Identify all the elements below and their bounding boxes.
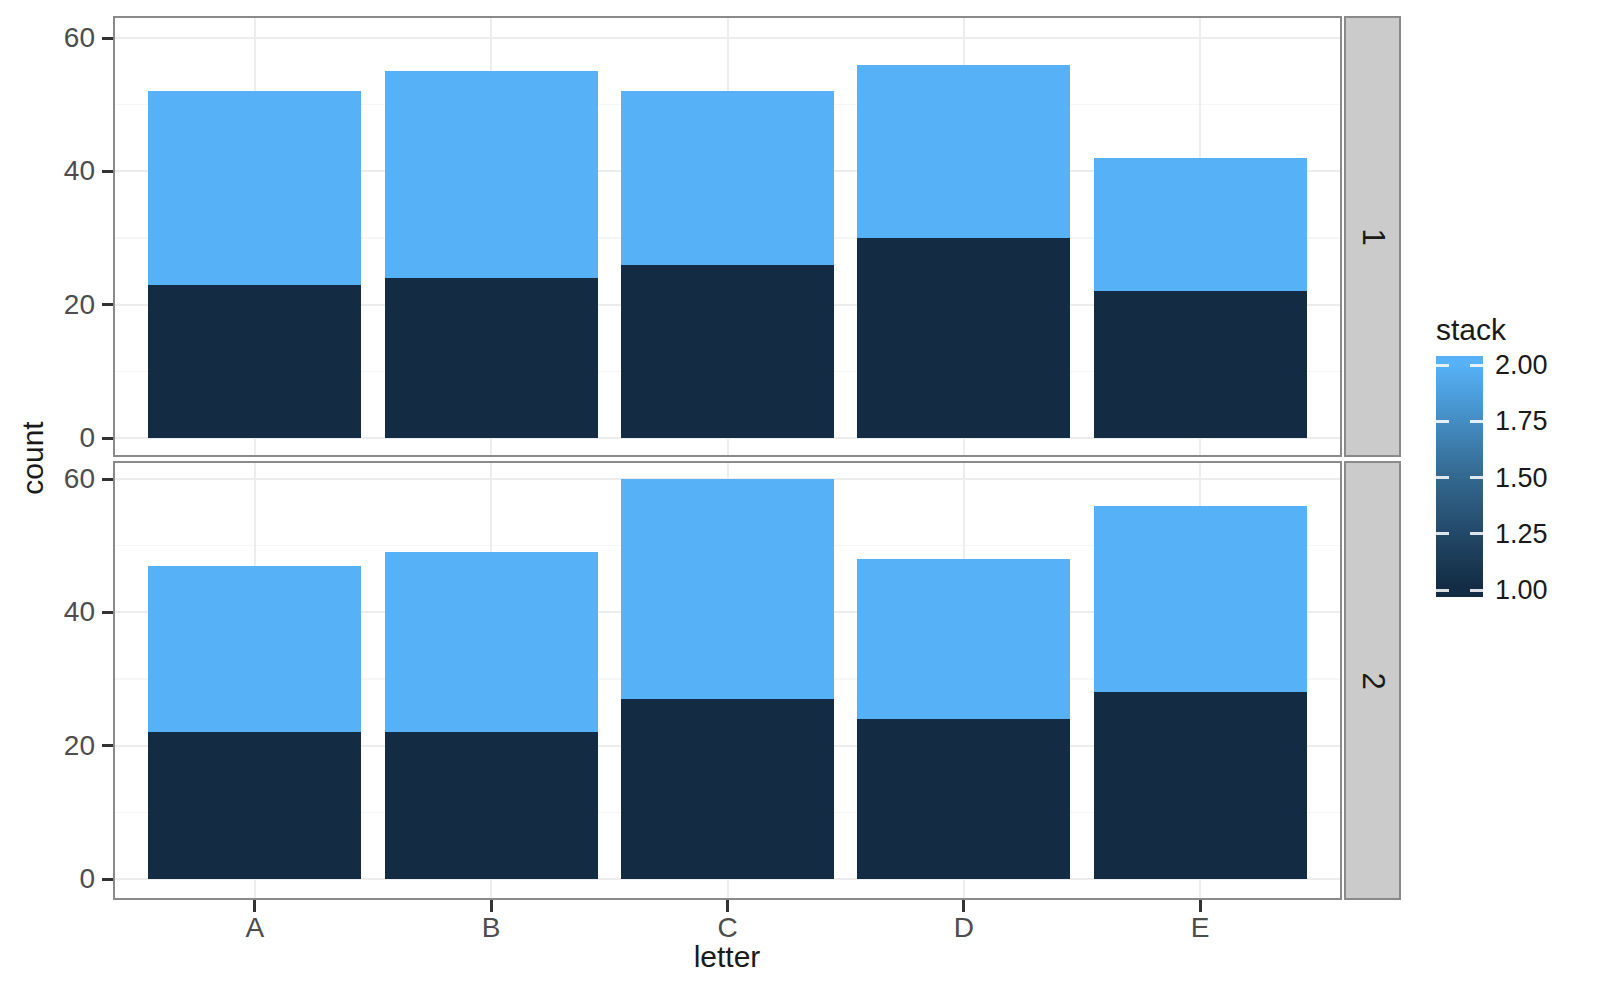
- facet-strip-1: 1: [1344, 16, 1401, 457]
- y-tick-mark: [102, 744, 113, 747]
- y-tick-mark: [102, 878, 113, 881]
- legend-tick-label: 1.25: [1495, 521, 1548, 548]
- legend-colorbar-tick: [1436, 420, 1449, 423]
- y-tick-mark: [102, 170, 113, 173]
- y-tick-label: 60: [25, 24, 95, 52]
- legend-colorbar-gradient: [1436, 356, 1483, 597]
- y-axis-title: count: [16, 388, 50, 528]
- y-tick-mark: [102, 611, 113, 614]
- legend-colorbar-tick: [1436, 589, 1449, 592]
- legend-tick-label: 1.00: [1495, 577, 1548, 604]
- x-tick-label: A: [210, 914, 300, 942]
- x-tick-mark: [726, 900, 729, 912]
- y-tick-label: 0: [25, 865, 95, 893]
- legend-colorbar-tick: [1470, 420, 1483, 423]
- y-tick-mark: [102, 478, 113, 481]
- legend-colorbar-tick: [1436, 532, 1449, 535]
- x-tick-mark: [962, 900, 965, 912]
- y-tick-mark: [102, 437, 113, 440]
- legend-title: stack: [1436, 313, 1506, 347]
- x-tick-mark: [490, 900, 493, 912]
- y-tick-label: 40: [25, 598, 95, 626]
- x-tick-label: E: [1155, 914, 1245, 942]
- y-tick-label: 40: [25, 157, 95, 185]
- y-tick-label: 20: [25, 732, 95, 760]
- facet-strip-2: 2: [1344, 461, 1401, 900]
- legend-tick-label: 1.50: [1495, 465, 1548, 492]
- panel-border-facet2: [113, 461, 1342, 900]
- facet-strip-2-label: 2: [1355, 672, 1391, 689]
- legend-tick-label: 2.00: [1495, 352, 1548, 379]
- legend-colorbar-tick: [1436, 476, 1449, 479]
- facet-strip-1-label: 1: [1355, 228, 1391, 245]
- x-tick-label: C: [683, 914, 773, 942]
- legend-colorbar-tick: [1470, 589, 1483, 592]
- x-tick-label: D: [919, 914, 1009, 942]
- x-tick-mark: [1199, 900, 1202, 912]
- x-tick-mark: [253, 900, 256, 912]
- legend-tick-label: 1.75: [1495, 408, 1548, 435]
- y-tick-mark: [102, 37, 113, 40]
- legend-colorbar-tick: [1470, 364, 1483, 367]
- faceted-stacked-bar-chart: 02040600204060ABCDE count letter 1 2 sta…: [0, 0, 1600, 1000]
- panel-border-facet1: [113, 16, 1342, 457]
- legend-colorbar-tick: [1470, 476, 1483, 479]
- x-tick-label: B: [446, 914, 536, 942]
- y-tick-mark: [102, 303, 113, 306]
- legend-colorbar-tick: [1470, 532, 1483, 535]
- y-tick-label: 20: [25, 291, 95, 319]
- legend-colorbar-tick: [1436, 364, 1449, 367]
- x-axis-title: letter: [627, 940, 827, 974]
